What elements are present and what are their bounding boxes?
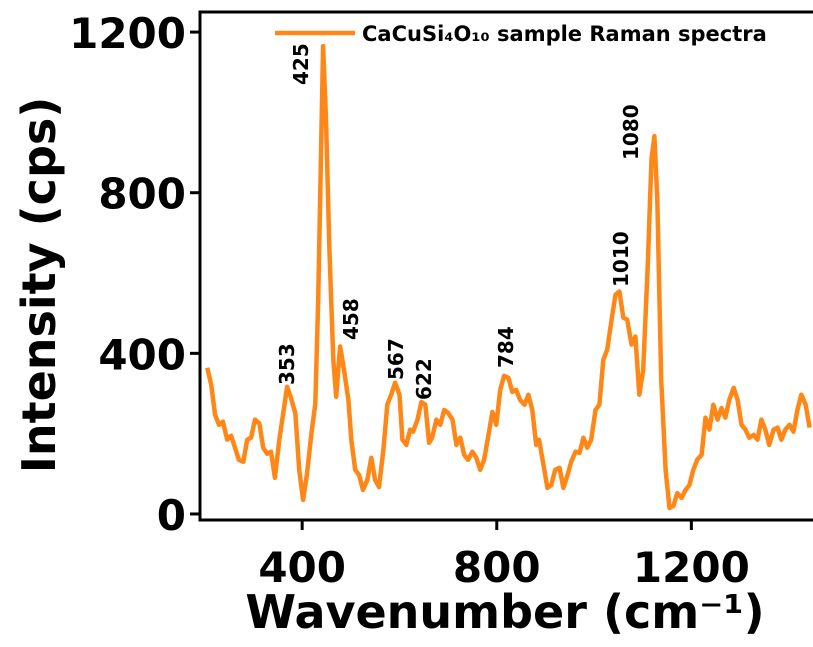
y-axis-label: Intensity (cps) bbox=[12, 97, 66, 474]
peak-label: 784 bbox=[494, 326, 518, 368]
y-tick-label: 400 bbox=[98, 330, 186, 379]
y-tick-label: 1200 bbox=[69, 9, 186, 58]
spectrum-line bbox=[205, 43, 812, 511]
x-tick-label: 800 bbox=[453, 543, 541, 592]
peak-label: 1080 bbox=[619, 104, 643, 160]
x-tick-label: 1200 bbox=[633, 543, 750, 592]
peak-label: 567 bbox=[384, 338, 408, 380]
axes-frame bbox=[198, 10, 813, 522]
peak-label: 353 bbox=[275, 343, 299, 385]
peak-label: 458 bbox=[339, 298, 363, 340]
x-axis-label: Wavenumber (cm⁻¹) bbox=[245, 585, 764, 639]
y-tick-label: 0 bbox=[157, 491, 186, 540]
legend-label: CaCuSi₄O₁₀ sample Raman spectra bbox=[362, 22, 767, 46]
peak-label: 1010 bbox=[609, 231, 633, 287]
x-tick-label: 400 bbox=[258, 543, 346, 592]
peak-label: 425 bbox=[289, 43, 313, 85]
peak-label: 622 bbox=[412, 358, 436, 400]
y-tick-label: 800 bbox=[98, 170, 186, 219]
